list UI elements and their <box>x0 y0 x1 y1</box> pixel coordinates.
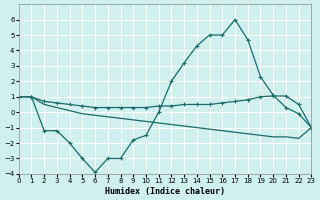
X-axis label: Humidex (Indice chaleur): Humidex (Indice chaleur) <box>105 187 225 196</box>
